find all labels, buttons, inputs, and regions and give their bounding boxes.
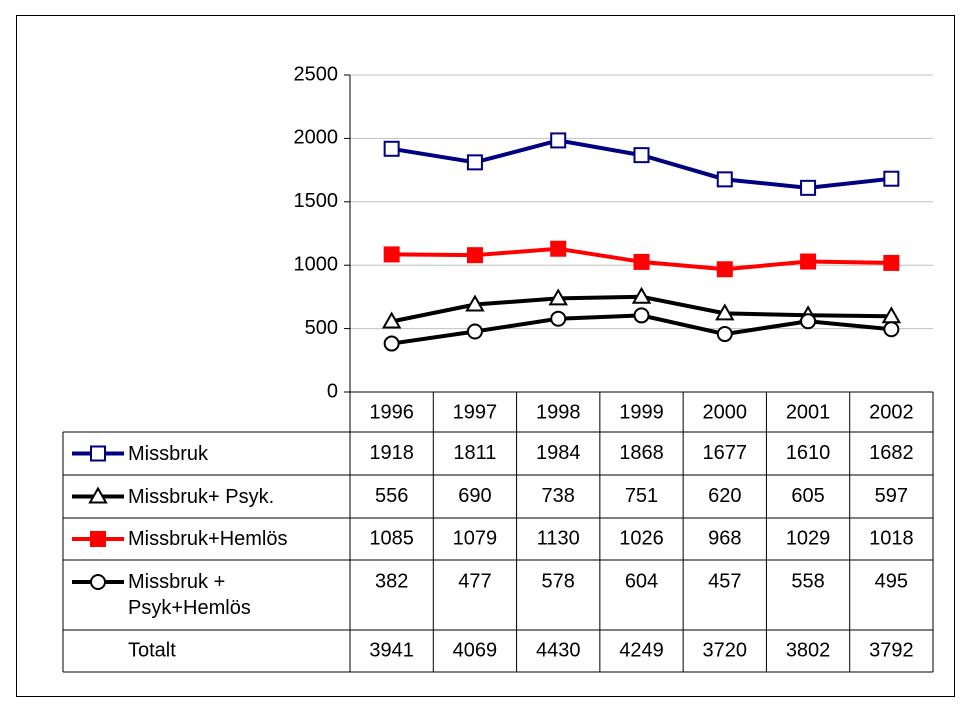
x-tick-label: 1996 (369, 401, 414, 423)
legend-label-box: Missbruk+ Psyk. (128, 485, 275, 508)
marker (800, 313, 817, 330)
table-value: 4430 (536, 639, 581, 661)
table-value: 382 (375, 570, 408, 592)
x-tick-label: 1998 (536, 401, 581, 423)
table-value: 3720 (703, 639, 748, 661)
table-value: 1868 (619, 442, 664, 464)
table-value: 1984 (536, 442, 581, 464)
legend-label-box: Missbruk+Hemlös (128, 528, 288, 550)
chart-border (16, 15, 955, 697)
table-value: 597 (875, 485, 908, 507)
marker (466, 323, 483, 340)
table-value: 1918 (369, 442, 414, 464)
marker (550, 132, 567, 149)
marker (883, 321, 900, 338)
table-value: 1682 (869, 442, 914, 464)
table-value: 495 (875, 570, 908, 592)
marker (90, 574, 106, 590)
y-tick-label: 1500 (294, 190, 339, 212)
table-value: 1079 (453, 527, 498, 549)
marker (465, 294, 485, 312)
marker (550, 240, 567, 257)
marker (90, 531, 106, 547)
table-value: 751 (625, 485, 658, 507)
legend-label: Missbruk+Hemlös (128, 528, 288, 550)
table-value: 4069 (453, 639, 498, 661)
marker (383, 140, 400, 157)
table-value: 1085 (369, 527, 414, 549)
marker (383, 335, 400, 352)
totals-label: Totalt (128, 639, 176, 661)
marker (548, 288, 568, 306)
x-tick-label: 2000 (703, 401, 748, 423)
table-value: 3941 (369, 639, 414, 661)
marker (383, 246, 400, 263)
marker (466, 247, 483, 264)
table-value: 690 (458, 485, 491, 507)
y-tick-label: 2000 (294, 127, 339, 149)
legend-label: Missbruk+ Psyk. (128, 485, 275, 508)
table-value: 1130 (537, 527, 580, 549)
table-value: 738 (542, 485, 575, 507)
table-value: 604 (625, 570, 658, 592)
y-tick-label: 2500 (294, 63, 339, 85)
marker (800, 179, 817, 196)
table-value: 578 (542, 570, 575, 592)
marker (90, 445, 106, 462)
marker (633, 147, 650, 164)
table-value: 556 (375, 485, 408, 507)
table-value: 1018 (869, 527, 914, 549)
marker (550, 310, 567, 327)
legend-label: Missbruk + Psyk+Hemlös (128, 571, 251, 619)
table-value: 477 (458, 570, 491, 592)
marker (715, 303, 735, 321)
table-value: 620 (708, 485, 741, 507)
y-tick-label: 0 (327, 380, 338, 402)
legend-label-box: Missbruk + Psyk+Hemlös (128, 571, 251, 619)
table-value: 457 (708, 570, 741, 592)
marker (800, 253, 817, 270)
marker (716, 261, 733, 278)
table-value: 1677 (703, 442, 748, 464)
marker (381, 311, 402, 329)
marker (633, 307, 650, 324)
table-value: 605 (791, 485, 824, 507)
x-tick-label: 1999 (619, 401, 664, 423)
table-value: 3792 (869, 639, 914, 661)
table-value: 1811 (453, 442, 496, 464)
table-value: 1610 (786, 442, 831, 464)
marker (631, 286, 652, 304)
x-tick-label: 2001 (786, 401, 831, 423)
table-value: 4249 (619, 639, 664, 661)
legend-label-box: Missbruk (128, 442, 209, 465)
marker (466, 154, 483, 171)
marker (716, 171, 733, 188)
marker (716, 326, 733, 343)
marker (883, 254, 900, 271)
x-tick-label: 1997 (453, 401, 498, 423)
marker (88, 486, 108, 504)
legend-label: Missbruk (128, 442, 209, 465)
marker (883, 170, 900, 187)
y-tick-label: 500 (305, 317, 338, 339)
table-value: 558 (791, 570, 824, 592)
table-value: 1026 (619, 527, 664, 549)
table-value: 1029 (786, 527, 831, 549)
table-value: 3802 (786, 639, 831, 661)
x-tick-label: 2002 (869, 401, 914, 423)
y-tick-label: 1000 (294, 253, 339, 275)
table-value: 968 (708, 527, 741, 549)
marker (633, 253, 650, 270)
